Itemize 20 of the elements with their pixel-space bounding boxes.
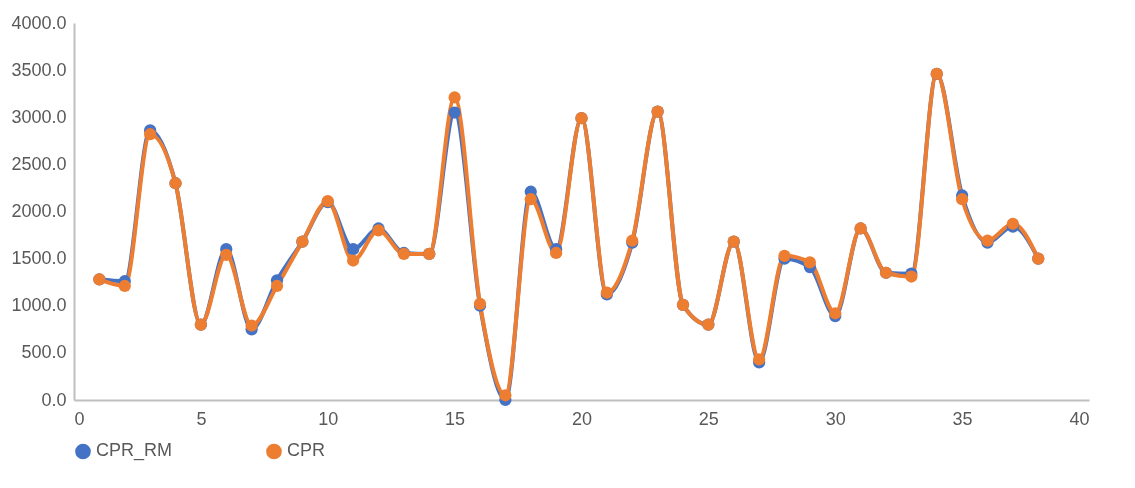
y-tick-label: 1000.0	[11, 295, 67, 316]
x-tick-label: 30	[825, 408, 846, 429]
y-tick-label: 2000.0	[11, 201, 67, 221]
y-tick-label: 500.0	[21, 342, 67, 363]
x-tick-label: 40	[1069, 408, 1090, 429]
y-tick-label: 3000.0	[11, 106, 67, 127]
y-tick-label: 4000.0	[11, 12, 67, 33]
y-tick-label: 2500.0	[11, 153, 67, 174]
y-tick-label: 0.0	[41, 389, 67, 410]
x-tick-label: 25	[698, 408, 719, 429]
x-tick-label: 0	[74, 408, 85, 429]
x-tick-label: 20	[571, 408, 593, 429]
y-tick-label: 3500.0	[11, 59, 67, 80]
x-tick-label: 5	[196, 408, 207, 429]
legend-label: CPR_RM	[96, 440, 173, 462]
legend-label: CPR	[287, 440, 326, 461]
x-tick-label: 10	[318, 408, 339, 429]
y-tick-label: 1500.0	[11, 248, 67, 269]
x-tick-label: 15	[445, 408, 466, 429]
x-tick-label: 35	[952, 408, 973, 429]
